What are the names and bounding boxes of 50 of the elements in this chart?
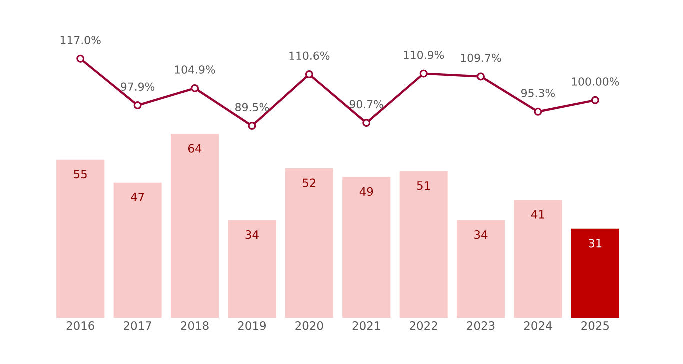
point bbox=[534, 108, 542, 116]
point bbox=[248, 122, 256, 130]
x-tick-label: 2025 bbox=[582, 322, 609, 330]
bar bbox=[571, 228, 620, 318]
point bbox=[420, 70, 428, 78]
point bbox=[477, 72, 485, 81]
data-label: 97.9% bbox=[121, 82, 155, 92]
bar bbox=[170, 134, 220, 318]
data-label: 55 bbox=[74, 170, 87, 179]
point bbox=[76, 54, 85, 63]
data-label: 90.7% bbox=[350, 100, 384, 109]
bar bbox=[285, 168, 334, 318]
point bbox=[305, 70, 314, 79]
data-label: 110.6% bbox=[290, 52, 330, 60]
data-label: 34 bbox=[246, 230, 259, 240]
data-label: 110.9% bbox=[404, 51, 444, 60]
data-label: 109.7% bbox=[461, 54, 502, 62]
data-label: 41 bbox=[531, 210, 544, 219]
x-tick-label: 2023 bbox=[467, 322, 495, 330]
data-label: 34 bbox=[474, 230, 488, 240]
x-tick-label: 2017 bbox=[124, 322, 152, 330]
x-tick-label: 2021 bbox=[352, 322, 380, 330]
x-tick-label: 2020 bbox=[296, 322, 324, 330]
bar bbox=[228, 220, 276, 318]
bar bbox=[56, 160, 105, 318]
point bbox=[191, 84, 199, 92]
x-tick-label: 2016 bbox=[66, 322, 94, 330]
bar bbox=[400, 171, 448, 318]
point bbox=[134, 102, 142, 110]
data-label: 95.3% bbox=[521, 89, 555, 98]
data-label: 100.00% bbox=[572, 78, 620, 86]
data-label: 117.0% bbox=[60, 36, 101, 44]
data-label: 31 bbox=[588, 239, 602, 248]
x-tick-label: 2018 bbox=[181, 322, 209, 330]
data-label: 51 bbox=[417, 182, 430, 190]
data-label: 49 bbox=[360, 187, 374, 196]
data-label: 52 bbox=[303, 178, 316, 188]
data-label: 47 bbox=[131, 193, 144, 202]
data-label: 64 bbox=[188, 144, 202, 153]
data-label: 89.5% bbox=[236, 103, 269, 112]
x-tick-label: 2024 bbox=[524, 322, 552, 330]
bar bbox=[514, 200, 562, 318]
point bbox=[591, 96, 600, 104]
bar bbox=[342, 177, 391, 318]
point bbox=[362, 119, 371, 128]
bar bbox=[114, 182, 162, 318]
x-tick-label: 2022 bbox=[410, 322, 438, 330]
bar bbox=[456, 220, 506, 318]
data-label: 104.9% bbox=[175, 66, 216, 74]
x-tick-label: 2019 bbox=[238, 322, 266, 330]
